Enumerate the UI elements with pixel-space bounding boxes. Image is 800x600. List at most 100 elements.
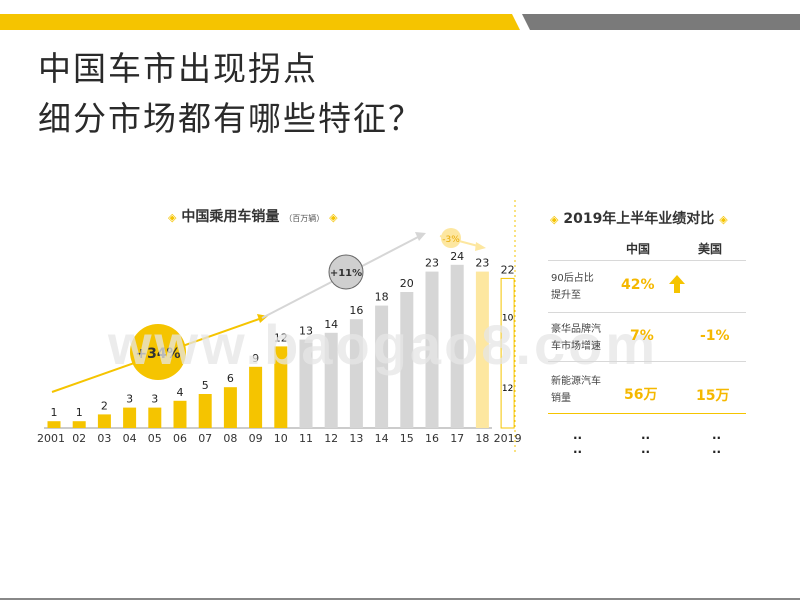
value-label-16: 23: [425, 257, 439, 270]
category-label-05: 05: [148, 432, 162, 445]
category-label-18: 18: [475, 432, 489, 445]
bar-17: [450, 264, 464, 428]
category-label-13: 13: [349, 432, 363, 445]
row-3-us: 15万: [696, 388, 730, 404]
category-label-2001: 2001: [37, 432, 65, 445]
category-label-02: 02: [72, 432, 86, 445]
bar-02: [72, 421, 86, 428]
up-arrow-icon: [668, 274, 686, 298]
category-label-06: 06: [173, 432, 187, 445]
category-label-17: 17: [450, 432, 464, 445]
diamond-left-icon: ◈: [550, 213, 559, 226]
comparison-title-text: 2019年上半年业绩对比: [563, 211, 715, 227]
value-label-10: 12: [274, 331, 288, 344]
value-label-14: 18: [375, 291, 389, 304]
value-label-17: 24: [450, 250, 464, 263]
category-label-09: 09: [249, 432, 263, 445]
bar-14: [375, 305, 389, 428]
trend-arrow-late-head: [475, 242, 486, 251]
bar-2019: [500, 277, 515, 429]
cagr-label-early: +34%: [135, 346, 180, 362]
col-header-china: 中国: [626, 242, 651, 256]
bar-04: [123, 407, 137, 428]
category-label-08: 08: [223, 432, 237, 445]
bottom-border: [0, 598, 800, 600]
trend-arrow-mid-head: [415, 232, 426, 241]
value-label-03: 2: [101, 399, 108, 412]
category-label-11: 11: [299, 432, 313, 445]
row-3-china: 56万: [624, 387, 658, 403]
bar-07: [198, 394, 212, 428]
cagr-label-late: -3%: [442, 235, 460, 245]
table-divider: [548, 312, 746, 313]
chart-title-text: 中国乘用车销量: [181, 209, 280, 225]
comparison-title: ◈ 2019年上半年业绩对比 ◈: [550, 208, 728, 228]
category-label-03: 03: [97, 432, 111, 445]
ellipsis-col-2: ....: [641, 428, 651, 456]
chart-unit: （百万辆）: [284, 214, 325, 223]
category-label-10: 10: [274, 432, 288, 445]
category-label-14: 14: [375, 432, 389, 445]
value-label-05: 3: [151, 393, 158, 406]
ellipsis-col-1: ....: [573, 428, 583, 456]
cagr-label-mid: +11%: [330, 268, 362, 279]
value-label-06: 4: [177, 386, 184, 399]
bar-15: [400, 292, 414, 428]
diamond-right-icon: ◈: [329, 211, 338, 224]
bar-06: [173, 400, 187, 428]
value-label-09: 9: [252, 352, 259, 365]
value-label-2001: 1: [51, 406, 58, 419]
bar-05: [148, 407, 162, 428]
page-title-line-1: 中国车市出现拐点: [38, 49, 318, 88]
table-divider: [548, 361, 746, 362]
value-label-15: 20: [400, 277, 414, 290]
bar-12: [324, 332, 338, 428]
table-bottom-line: [548, 413, 746, 414]
cagr-circle-mid: [328, 254, 364, 290]
value-label-12: 14: [324, 318, 338, 331]
category-label-16: 16: [425, 432, 439, 445]
diamond-right-icon: ◈: [719, 213, 728, 226]
row-2-china: 7%: [630, 328, 654, 344]
top-decoration-bar: [0, 14, 800, 30]
bar-16: [425, 271, 439, 428]
category-label-2019: 2019: [494, 432, 522, 445]
segment-label-upper: 10: [502, 313, 514, 323]
row-1-label: 90后占比 提升至: [551, 273, 594, 301]
table-divider: [548, 260, 746, 261]
category-label-04: 04: [123, 432, 137, 445]
row-2-label: 豪华品牌汽 车市场增速: [551, 324, 601, 352]
value-label-18: 23: [475, 257, 489, 270]
category-label-12: 12: [324, 432, 338, 445]
value-label-13: 16: [349, 304, 363, 317]
watermark: www.baogao8.com: [108, 313, 659, 376]
page-title-line-2: 细分市场都有哪些特征？: [38, 99, 423, 138]
value-label-11: 13: [299, 325, 313, 338]
cagr-circle-early: [130, 324, 186, 380]
bar-09: [249, 366, 263, 428]
bar-18: [475, 271, 489, 428]
value-label-07: 5: [202, 379, 209, 392]
bar-13: [349, 319, 363, 428]
row-3-label: 新能源汽车 销量: [551, 376, 601, 404]
row-2-us: -1%: [700, 328, 730, 344]
bar-11: [299, 339, 313, 428]
category-label-07: 07: [198, 432, 212, 445]
cagr-circle-late: [441, 228, 461, 248]
bar-03: [97, 414, 111, 428]
category-label-15: 15: [400, 432, 414, 445]
value-label-02: 1: [76, 406, 83, 419]
value-label-04: 3: [126, 393, 133, 406]
bar-10: [274, 346, 288, 428]
chart-title: ◈ 中国乘用车销量 （百万辆） ◈: [168, 206, 338, 226]
bar-2001: [47, 421, 61, 428]
diamond-left-icon: ◈: [168, 211, 177, 224]
value-label-08: 6: [227, 372, 234, 385]
row-1-china: 42%: [621, 277, 655, 293]
col-header-us: 美国: [698, 242, 723, 256]
value-label-2019: 22: [501, 263, 515, 276]
ellipsis-col-3: ....: [712, 428, 722, 456]
segment-label-lower: 12: [502, 384, 513, 394]
bar-08: [223, 387, 237, 428]
